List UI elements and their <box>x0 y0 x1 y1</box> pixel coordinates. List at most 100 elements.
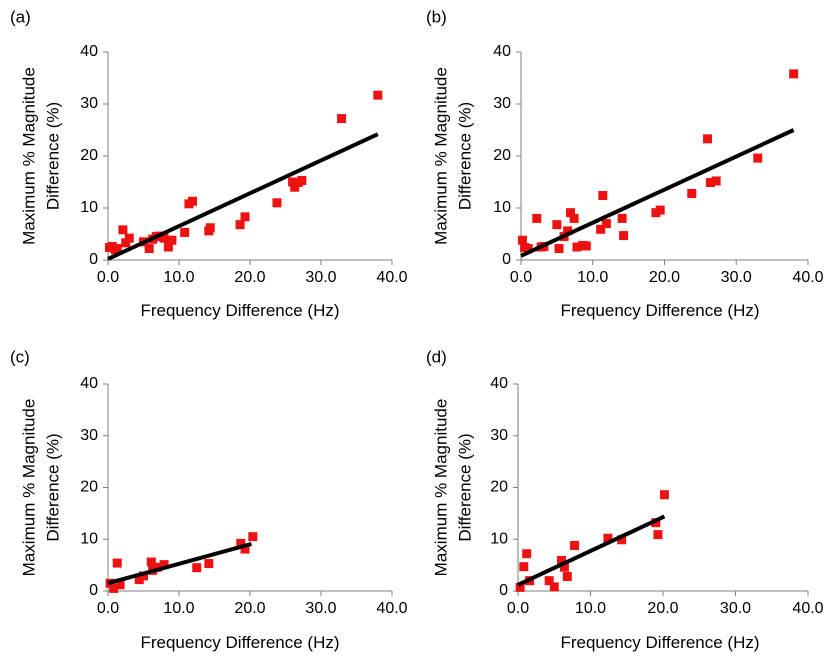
data-point <box>596 224 606 234</box>
x-tick-label: 20.0 <box>234 600 265 617</box>
y-tick-label: 30 <box>490 427 508 444</box>
y-axis-title-line: Difference (%) <box>43 433 62 541</box>
x-tick-label: 40.0 <box>376 600 407 617</box>
y-axis-title-line: Difference (%) <box>455 102 474 210</box>
chart-panel-d: (d) 0 10 20 30 40 0.0 10.0 20.0 30.0 40.0 Frequency… <box>426 347 824 652</box>
x-tick-label: 20.0 <box>649 269 680 286</box>
y-tick-label: 0 <box>499 582 508 599</box>
y-tick-label: 20 <box>490 479 508 496</box>
data-point <box>653 530 663 540</box>
x-tick-label: 0.0 <box>97 269 119 286</box>
chart-panel-c: (c) 0 10 20 30 40 0.0 10.0 20.0 30.0 40.0 Frequency… <box>10 347 408 652</box>
panel-label: (d) <box>426 347 447 366</box>
data-point <box>109 583 119 593</box>
trendline <box>520 128 795 258</box>
x-tick-label: 40.0 <box>792 600 823 617</box>
data-point <box>523 244 533 254</box>
data-point <box>617 535 627 545</box>
data-point <box>705 178 715 188</box>
x-tick-label: 0.0 <box>510 269 532 286</box>
data-point <box>554 244 564 254</box>
data-point <box>337 114 347 124</box>
x-tick-label: 0.0 <box>507 600 529 617</box>
x-tick-label: 10.0 <box>575 600 606 617</box>
chart-panel-b: (b) 0 10 20 30 40 0.0 10.0 20.0 30.0 40.0 Frequency… <box>426 7 824 320</box>
data-point <box>659 490 669 500</box>
data-point <box>272 198 282 208</box>
data-point <box>572 242 582 252</box>
y-axis-title-line: Maximum % Magnitude <box>19 67 38 245</box>
data-point <box>373 90 383 100</box>
y-axis-title-line: Maximum % Magnitude <box>19 399 38 577</box>
x-axis-title: Frequency Difference (Hz) <box>560 633 759 652</box>
data-point <box>562 572 572 582</box>
x-tick-label: 10.0 <box>163 269 194 286</box>
data-point <box>167 235 177 245</box>
data-point <box>569 213 579 223</box>
data-point <box>153 562 163 572</box>
y-axis-title-line: Maximum % Magnitude <box>431 399 450 577</box>
x-tick-label: 30.0 <box>721 269 752 286</box>
y-tick-label: 30 <box>493 95 511 112</box>
data-point <box>180 227 190 237</box>
y-axis-title-line: Difference (%) <box>43 102 62 210</box>
trendline <box>107 541 252 586</box>
y-tick-label: 0 <box>89 251 98 268</box>
data-point <box>235 220 245 230</box>
x-tick-label: 40.0 <box>792 269 823 286</box>
y-tick-label: 20 <box>80 147 98 164</box>
data-point <box>236 538 246 548</box>
data-point <box>563 226 573 236</box>
data-point <box>124 233 134 243</box>
data-point <box>557 555 566 565</box>
x-tick-label: 40.0 <box>376 269 407 286</box>
data-point <box>703 134 713 144</box>
y-tick-label: 30 <box>80 427 98 444</box>
data-point <box>753 153 763 163</box>
y-tick-label: 20 <box>493 147 511 164</box>
x-tick-label: 0.0 <box>97 600 119 617</box>
y-tick-label: 10 <box>80 199 98 216</box>
data-point <box>112 558 122 568</box>
data-point <box>139 571 148 581</box>
y-tick-label: 10 <box>490 530 508 547</box>
x-axis-title: Frequency Difference (Hz) <box>140 633 339 652</box>
data-point <box>655 205 665 215</box>
y-tick-label: 0 <box>502 251 511 268</box>
data-point <box>619 231 629 241</box>
x-tick-label: 30.0 <box>305 269 336 286</box>
data-point <box>601 219 611 229</box>
data-point <box>515 582 525 592</box>
y-tick-label: 10 <box>80 530 98 547</box>
data-point <box>112 244 122 254</box>
y-tick-label: 20 <box>80 479 98 496</box>
data-point <box>146 557 156 567</box>
y-tick-label: 40 <box>80 375 98 392</box>
data-point <box>115 580 125 590</box>
data-point <box>544 576 554 586</box>
data-point <box>687 188 697 198</box>
data-point <box>519 562 529 572</box>
data-point <box>248 532 258 542</box>
x-tick-label: 30.0 <box>305 600 336 617</box>
x-tick-label: 20.0 <box>234 269 265 286</box>
data-point <box>559 562 569 572</box>
data-point <box>711 176 721 186</box>
data-point <box>144 244 154 254</box>
panel-label: (c) <box>10 347 30 366</box>
data-point <box>549 582 559 592</box>
data-point <box>290 182 300 192</box>
data-point <box>581 241 591 251</box>
data-point <box>240 212 250 222</box>
data-point <box>566 208 576 218</box>
x-tick-label: 20.0 <box>647 600 678 617</box>
data-point <box>121 238 131 248</box>
data-point <box>187 196 197 206</box>
data-point <box>552 220 562 230</box>
y-axis-title-line: Difference (%) <box>455 433 474 541</box>
data-point <box>517 235 527 245</box>
data-point <box>617 213 627 223</box>
panel-label: (a) <box>10 7 31 26</box>
